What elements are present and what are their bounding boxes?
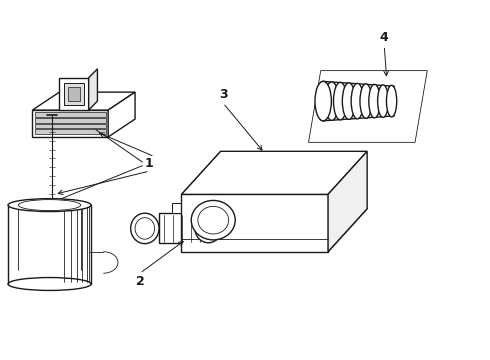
Ellipse shape: [315, 81, 331, 121]
Ellipse shape: [195, 214, 222, 243]
Text: 2: 2: [136, 275, 145, 288]
Polygon shape: [328, 151, 367, 252]
Ellipse shape: [199, 218, 218, 239]
Ellipse shape: [8, 278, 91, 291]
Polygon shape: [89, 69, 98, 110]
Polygon shape: [181, 194, 328, 252]
Polygon shape: [108, 92, 135, 137]
Polygon shape: [181, 151, 367, 194]
Ellipse shape: [191, 201, 235, 240]
Polygon shape: [172, 203, 191, 213]
Polygon shape: [35, 124, 106, 129]
Polygon shape: [35, 112, 106, 117]
Polygon shape: [68, 87, 80, 101]
Ellipse shape: [325, 82, 339, 120]
Polygon shape: [35, 130, 106, 134]
Ellipse shape: [316, 81, 331, 121]
Ellipse shape: [334, 82, 347, 120]
Polygon shape: [35, 118, 106, 123]
Ellipse shape: [360, 84, 372, 118]
Ellipse shape: [19, 199, 81, 211]
Ellipse shape: [131, 213, 159, 244]
Ellipse shape: [369, 84, 380, 118]
Text: 4: 4: [380, 31, 389, 44]
Polygon shape: [159, 213, 206, 243]
Ellipse shape: [387, 85, 397, 117]
Ellipse shape: [8, 199, 91, 212]
Polygon shape: [64, 83, 84, 105]
Ellipse shape: [351, 84, 364, 119]
Polygon shape: [59, 78, 89, 110]
Ellipse shape: [135, 218, 155, 239]
Polygon shape: [32, 92, 135, 110]
Ellipse shape: [198, 206, 229, 234]
Polygon shape: [309, 71, 427, 142]
Polygon shape: [181, 209, 367, 252]
Text: 3: 3: [219, 88, 227, 101]
Text: 1: 1: [145, 157, 153, 170]
Ellipse shape: [378, 85, 389, 117]
Polygon shape: [32, 110, 108, 137]
Ellipse shape: [343, 83, 355, 120]
